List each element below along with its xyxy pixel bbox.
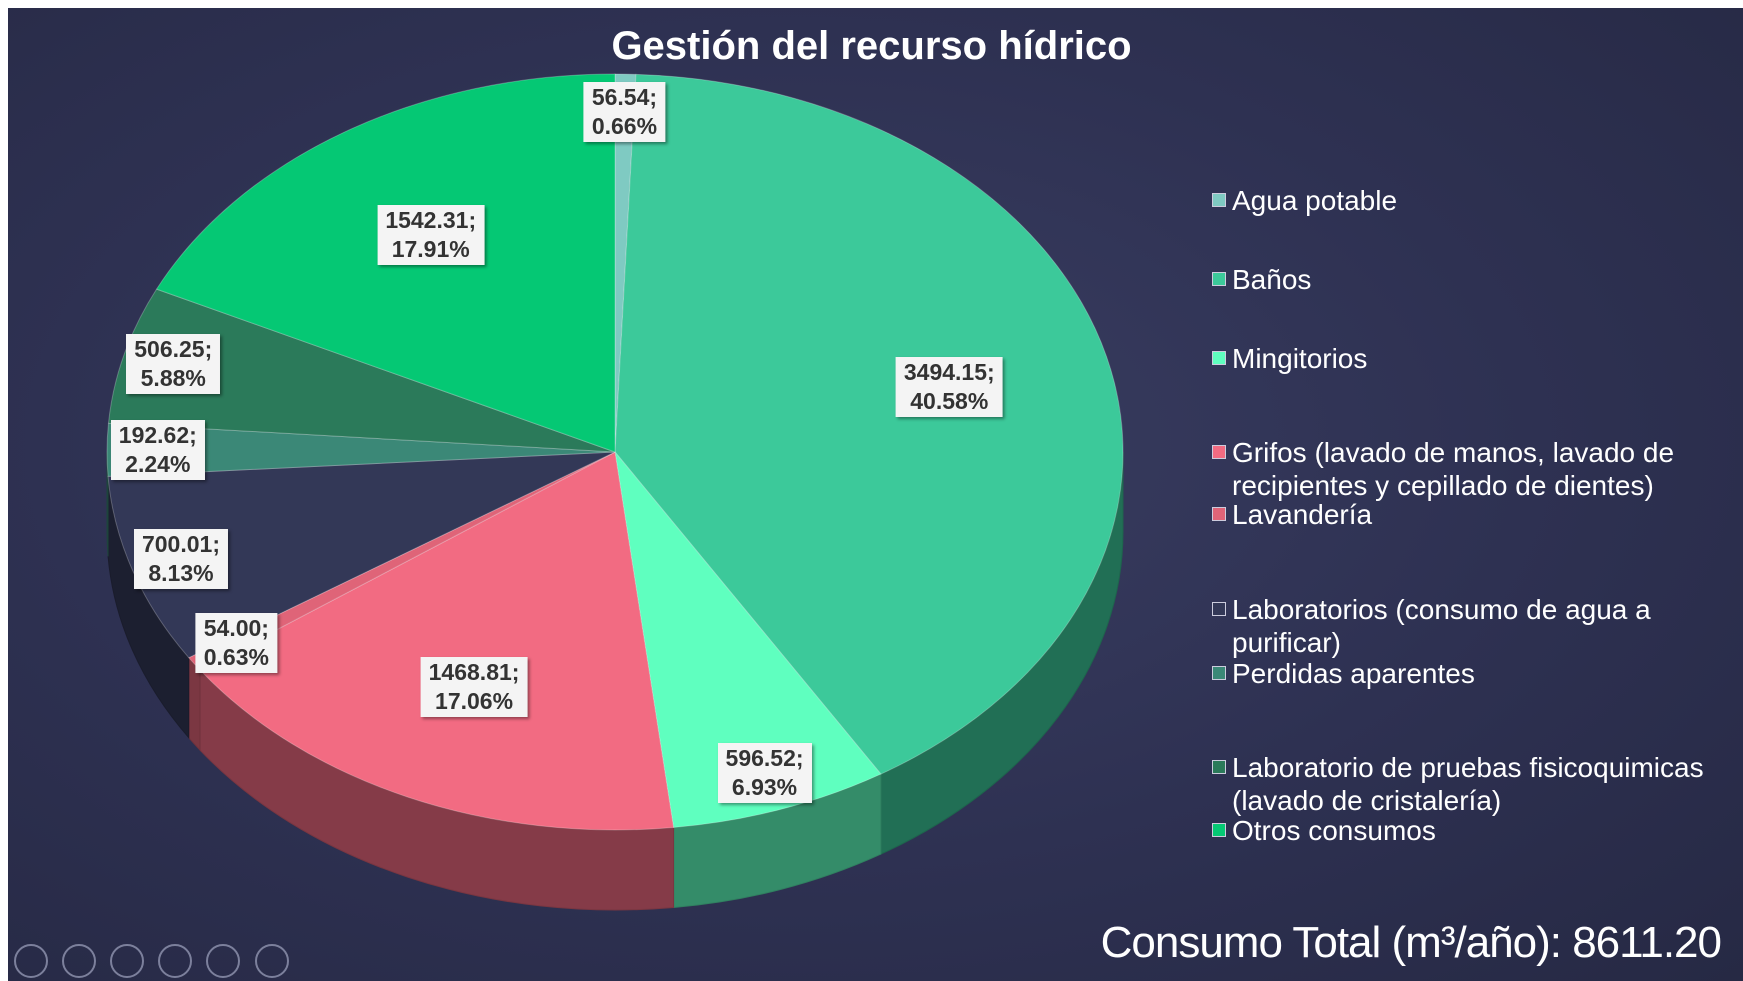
nav-icons (14, 944, 289, 978)
legend-label: Laboratorios (consumo de agua a purifica… (1232, 594, 1651, 658)
legend-swatch (1212, 351, 1226, 365)
legend-swatch (1212, 602, 1226, 616)
legend-swatch (1212, 823, 1226, 837)
legend-swatch (1212, 193, 1226, 207)
data-label: 700.01; 8.13% (133, 528, 228, 589)
chart-title: Gestión del recurso hídrico (611, 24, 1132, 68)
data-label: 1468.81; 17.06% (420, 656, 528, 717)
legend-swatch (1212, 666, 1226, 680)
slice (107, 451, 616, 659)
view-button[interactable] (158, 944, 192, 978)
data-label: 596.52; 6.93% (717, 743, 812, 804)
data-label: 3494.15; 40.58% (895, 357, 1003, 418)
prev-button[interactable] (14, 944, 48, 978)
slice (107, 288, 616, 453)
legend-swatch (1212, 272, 1226, 286)
data-label: 54.00; 0.63% (195, 612, 277, 673)
slice (199, 451, 675, 831)
total-label: Consumo Total (m³/año): 8611.20 (1100, 918, 1722, 967)
legend-swatch (1212, 445, 1226, 459)
slice (106, 422, 616, 477)
legend-label: Otros consumos (1232, 815, 1436, 846)
legend-label: Mingitorios (1232, 343, 1368, 374)
slice (614, 73, 1124, 775)
legend-label: Baños (1232, 264, 1312, 295)
more-button[interactable] (255, 944, 289, 978)
data-label: 1542.31; 17.91% (377, 204, 485, 265)
legend-label: Lavandería (1232, 499, 1373, 530)
legend-label: Laboratorio de pruebas fisicoquimicas (l… (1232, 752, 1704, 816)
legend-swatch (1212, 760, 1226, 774)
next-button[interactable] (62, 944, 96, 978)
legend-label: Agua potable (1232, 185, 1398, 216)
legend-label: Perdidas aparentes (1232, 658, 1475, 689)
legend-label: Grifos (lavado de manos, lavado de recip… (1232, 437, 1675, 501)
zoom-button[interactable] (206, 944, 240, 978)
pen-button[interactable] (110, 944, 144, 978)
data-label: 56.54; 0.66% (583, 81, 666, 142)
data-label: 506.25; 5.88% (126, 334, 221, 395)
data-label: 192.62; 2.24% (110, 420, 205, 481)
legend-swatch (1212, 507, 1226, 521)
slice (614, 450, 882, 829)
slice (614, 73, 637, 453)
